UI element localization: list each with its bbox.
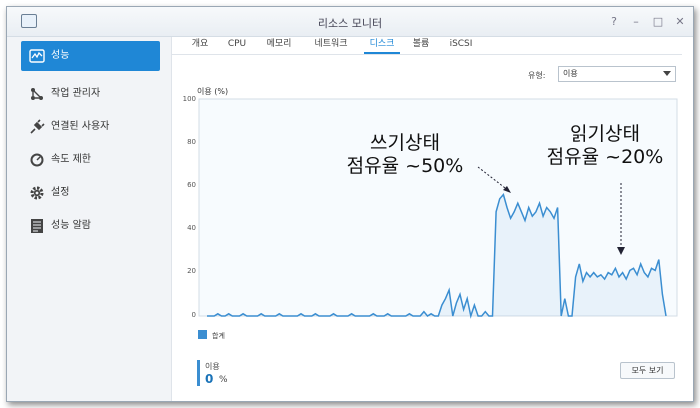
show-all-button[interactable]: 모두 보기: [620, 362, 675, 379]
legend-swatch: [198, 330, 207, 339]
y-tick-label: 80: [187, 138, 196, 146]
sidebar-item-label: 성능: [51, 50, 70, 61]
write-annotation: 쓰기상태 점유율 ~50%: [330, 132, 480, 178]
help-button[interactable]: ?: [611, 15, 617, 28]
window-title: 리소스 모니터: [317, 17, 383, 30]
gear-icon: [30, 186, 44, 200]
usage-unit: %: [219, 375, 228, 385]
plug-icon: [30, 119, 45, 134]
usage-value: 0: [205, 372, 214, 386]
tab-memory[interactable]: 메모리: [266, 39, 292, 49]
sidebar-item-connected-users[interactable]: 연결된 사용자: [21, 112, 160, 142]
read-annotation-line2: 점유율 ~20%: [546, 146, 664, 168]
y-tick-label: 20: [187, 267, 196, 275]
tab-network[interactable]: 네트워크: [314, 39, 348, 49]
type-select[interactable]: 이용: [558, 66, 676, 82]
y-tick-label: 0: [191, 311, 196, 319]
sidebar: 성능 작업 관리자 연결된 사용자 속도 제한: [7, 37, 172, 401]
maximize-button[interactable]: □: [652, 15, 664, 28]
write-annotation-line2: 점유율 ~50%: [346, 155, 464, 177]
task-manager-icon: [31, 88, 43, 100]
y-axis-label: 이용 (%): [197, 87, 229, 96]
sidebar-item-label: 연결된 사용자: [51, 121, 110, 132]
minimize-button[interactable]: –: [633, 15, 639, 28]
tab-disk[interactable]: 디스크: [364, 34, 400, 54]
tab-overview[interactable]: 개요: [191, 39, 209, 49]
sidebar-item-speed-limit[interactable]: 속도 제한: [21, 145, 160, 175]
sidebar-item-label: 작업 관리자: [51, 88, 101, 99]
sidebar-item-settings[interactable]: 설정: [21, 178, 160, 208]
close-button[interactable]: ✕: [675, 15, 685, 28]
write-annotation-line1: 쓰기상태: [370, 132, 440, 154]
sidebar-item-task-manager[interactable]: 작업 관리자: [21, 79, 160, 109]
tab-underline: [172, 54, 682, 55]
tab-cpu[interactable]: CPU: [227, 39, 247, 49]
title-bar: 리소스 모니터 ? – □ ✕: [7, 7, 693, 37]
sidebar-item-performance[interactable]: 성능: [21, 41, 160, 71]
y-tick-label: 60: [187, 181, 196, 189]
y-tick-label: 40: [187, 224, 196, 232]
performance-icon: [29, 49, 45, 63]
y-tick-label: 100: [182, 95, 196, 103]
type-select-value: 이용: [563, 69, 578, 78]
sidebar-item-label: 성능 알람: [51, 220, 91, 231]
tab-volume[interactable]: 볼륨: [412, 39, 430, 49]
sidebar-item-label: 설정: [51, 187, 70, 198]
usage-indicator-bar: [197, 360, 200, 386]
read-annotation-line1: 읽기상태: [570, 123, 640, 145]
read-annotation: 읽기상태 점유율 ~20%: [530, 123, 680, 169]
list-icon: [31, 219, 43, 233]
sidebar-item-label: 속도 제한: [51, 154, 91, 165]
chevron-down-icon: [663, 71, 671, 76]
sidebar-item-performance-alarm[interactable]: 성능 알람: [21, 211, 160, 241]
speedometer-icon: [30, 153, 44, 167]
tab-iscsi[interactable]: iSCSI: [449, 39, 473, 49]
usage-label: 이용: [205, 362, 220, 371]
app-icon: [21, 14, 37, 28]
type-label: 유형:: [528, 71, 546, 80]
legend-label: 합계: [212, 332, 225, 340]
